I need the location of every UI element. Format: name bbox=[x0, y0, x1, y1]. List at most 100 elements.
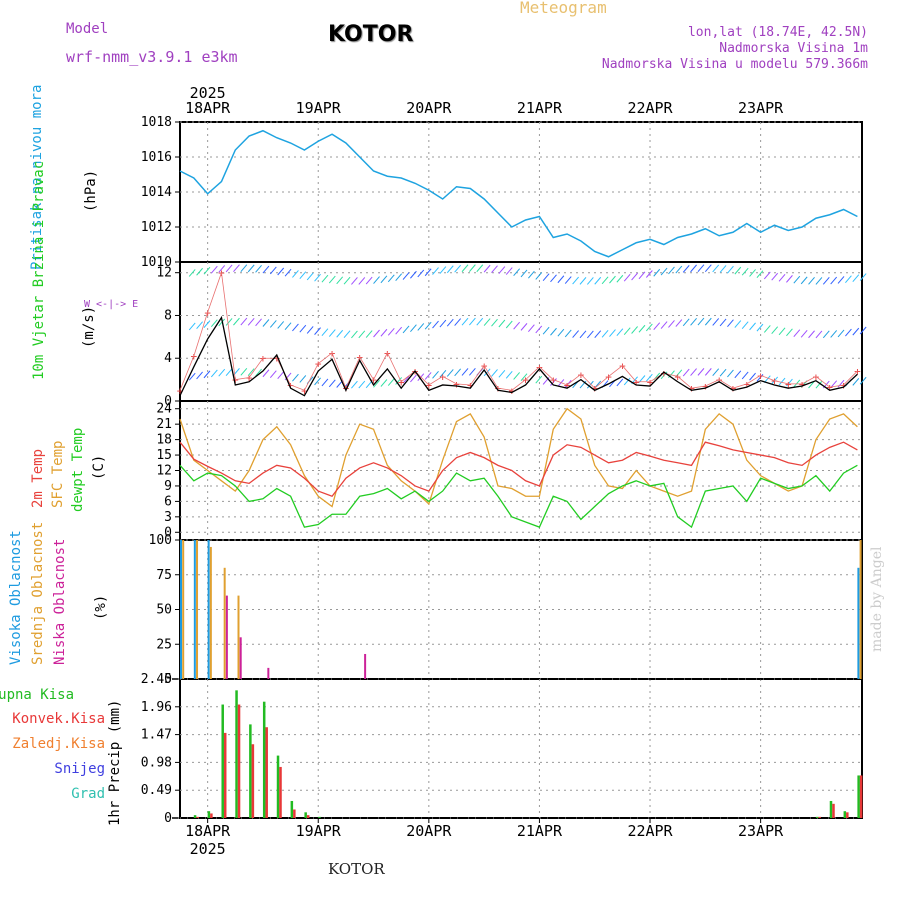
high-cloud-bar bbox=[180, 540, 182, 679]
wind-barb bbox=[712, 368, 720, 376]
conv-precip-bar bbox=[846, 812, 849, 818]
wind-barb bbox=[557, 275, 565, 284]
y-tick-label: 1014 bbox=[141, 185, 172, 200]
wind-barb bbox=[269, 266, 277, 275]
wind-barb bbox=[210, 369, 218, 378]
wind-barb bbox=[277, 371, 285, 380]
wind-barb bbox=[579, 330, 587, 339]
dewpt-line bbox=[179, 464, 858, 529]
wind-barb bbox=[255, 368, 262, 377]
wind-barb bbox=[373, 329, 380, 338]
page-title: KOTOR bbox=[328, 22, 414, 47]
total-precip-bar bbox=[207, 811, 211, 818]
wind-barb bbox=[336, 276, 344, 285]
wind-barb bbox=[395, 377, 403, 385]
wind-barb bbox=[550, 327, 557, 336]
wind-barb bbox=[712, 318, 720, 326]
temp2m-ylabel: 2m Temp bbox=[30, 449, 46, 508]
wind-barb bbox=[697, 264, 705, 272]
wind-barb bbox=[727, 319, 734, 327]
wind-barb bbox=[225, 264, 233, 273]
wind-barb bbox=[616, 328, 624, 337]
mid-cloud-ylabel: Srednja Oblacnost bbox=[30, 522, 46, 665]
y-tick-label: 50 bbox=[156, 603, 172, 618]
wind-barb bbox=[645, 270, 653, 278]
wind-barb bbox=[682, 265, 690, 273]
wind-barb bbox=[586, 330, 594, 339]
wind-barb bbox=[594, 330, 602, 339]
wind-barb bbox=[225, 368, 233, 376]
wind-barb bbox=[306, 272, 314, 281]
wind-barb bbox=[631, 272, 638, 281]
wind-barb bbox=[830, 330, 838, 338]
y-tick-label: 12 bbox=[156, 266, 172, 281]
total-precip-bar bbox=[276, 755, 280, 818]
wind-barb bbox=[668, 320, 675, 328]
wind-barb bbox=[771, 272, 779, 281]
wind-barb bbox=[756, 323, 764, 332]
wind-barb bbox=[749, 322, 756, 331]
gust-marker: + bbox=[826, 381, 833, 394]
wind-barb bbox=[446, 369, 454, 377]
wind-barb bbox=[535, 325, 543, 334]
wind-barb bbox=[483, 264, 491, 273]
wind-barb bbox=[218, 318, 226, 327]
wind-barb bbox=[505, 370, 513, 379]
gust-marker: + bbox=[840, 379, 847, 392]
wind-barb bbox=[247, 264, 255, 273]
wind-barb bbox=[749, 269, 756, 277]
conv-precip-bar bbox=[251, 744, 255, 818]
wind-barb bbox=[424, 321, 432, 330]
wind-barb bbox=[491, 318, 498, 327]
wind-barb bbox=[432, 370, 439, 379]
total-precip-bar bbox=[193, 815, 197, 818]
wind-barb bbox=[690, 318, 697, 326]
x-tick-label-bottom: 22APR bbox=[627, 822, 673, 840]
wind-barb bbox=[210, 319, 218, 328]
mid-cloud-bar bbox=[237, 595, 240, 679]
wind-barb bbox=[439, 319, 447, 328]
high-cloud-ylabel: Visoka Oblacnost bbox=[8, 530, 24, 665]
wind-barb bbox=[822, 330, 830, 339]
wind-barb bbox=[461, 317, 469, 326]
wind-barb bbox=[240, 368, 248, 376]
gust-marker: + bbox=[177, 384, 184, 397]
conv-precip-bar bbox=[279, 766, 282, 818]
wind-barb bbox=[424, 268, 432, 277]
wind-barb bbox=[387, 274, 395, 283]
wind-barb bbox=[218, 265, 226, 273]
y-tick-label: 1018 bbox=[141, 115, 172, 130]
wind-barb bbox=[262, 319, 270, 327]
wind-barb bbox=[328, 379, 336, 388]
conv-precip-bar bbox=[818, 816, 821, 818]
x-tick-label-bottom: 21APR bbox=[517, 822, 563, 840]
mid-cloud-bar bbox=[223, 567, 226, 679]
wind-barb bbox=[520, 323, 528, 331]
wind-barb bbox=[292, 373, 299, 382]
total-precip-bar bbox=[829, 800, 833, 818]
wind-barb bbox=[505, 320, 513, 329]
y-tick-label: 25 bbox=[156, 637, 172, 652]
gust-marker: + bbox=[799, 378, 806, 391]
wind-barb bbox=[417, 269, 425, 278]
wind-barb bbox=[358, 330, 366, 339]
wind-barb bbox=[579, 277, 587, 285]
wind-barb bbox=[837, 276, 845, 284]
low-cloud-bar bbox=[225, 595, 228, 679]
wind-barb bbox=[188, 269, 196, 277]
wind-barb bbox=[719, 368, 727, 377]
wind-barb bbox=[262, 265, 270, 274]
wind-barb bbox=[402, 375, 410, 384]
wind-barb bbox=[439, 266, 447, 274]
y-tick-label: 21 bbox=[156, 417, 172, 432]
wind-barb bbox=[704, 264, 712, 272]
y-tick-label: 1.47 bbox=[141, 728, 172, 743]
wind-barb bbox=[741, 371, 749, 380]
y-tick-label: 1.96 bbox=[141, 700, 172, 715]
wind-barb bbox=[808, 276, 815, 285]
wind-barb bbox=[520, 373, 528, 381]
x-tick-label-bottom: 23APR bbox=[738, 822, 784, 840]
wind-barb bbox=[395, 273, 403, 282]
wind-barb bbox=[402, 272, 410, 280]
wind-barb bbox=[328, 275, 336, 284]
